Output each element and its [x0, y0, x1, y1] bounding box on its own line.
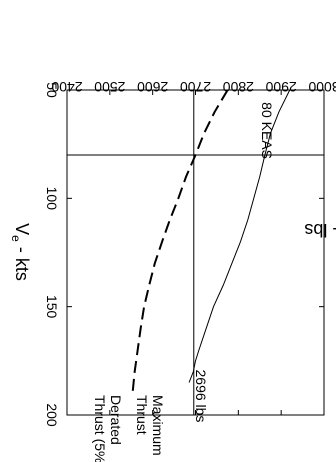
plot-frame [67, 90, 324, 415]
y-tick-label: 3000 [308, 79, 336, 95]
y-tick-label: 2600 [137, 79, 168, 95]
y-tick-label: 2400 [51, 79, 82, 95]
y-tick-label: 2700 [180, 79, 211, 95]
y-tick-label: 2500 [94, 79, 125, 95]
series-line-derated-thrust [133, 90, 228, 393]
series-label-maximum-thrust: Maximum [150, 395, 166, 456]
y-axis-label: Fna - lbs [304, 217, 336, 240]
x-tick-label: 150 [44, 295, 60, 319]
ref-label-2696-lbs: 2696 lbs [193, 370, 209, 423]
ref-label-80-keas: 80 KEAS [259, 102, 275, 159]
y-tick-label: 2800 [223, 79, 254, 95]
series-label-maximum-thrust: Thrust [134, 395, 150, 435]
x-axis-label: Ve - kts [9, 223, 32, 281]
series-label-derated-thrust: Thrust (5%) [92, 395, 108, 462]
reference-lines [67, 90, 324, 415]
series-label-derated-thrust: Derated [108, 395, 124, 445]
y-tick-label: 2900 [265, 79, 296, 95]
x-tick-label: 200 [44, 403, 60, 427]
reference-labels: 80 KEAS 2696 lbs [193, 102, 275, 422]
x-tick-label: 100 [44, 187, 60, 211]
